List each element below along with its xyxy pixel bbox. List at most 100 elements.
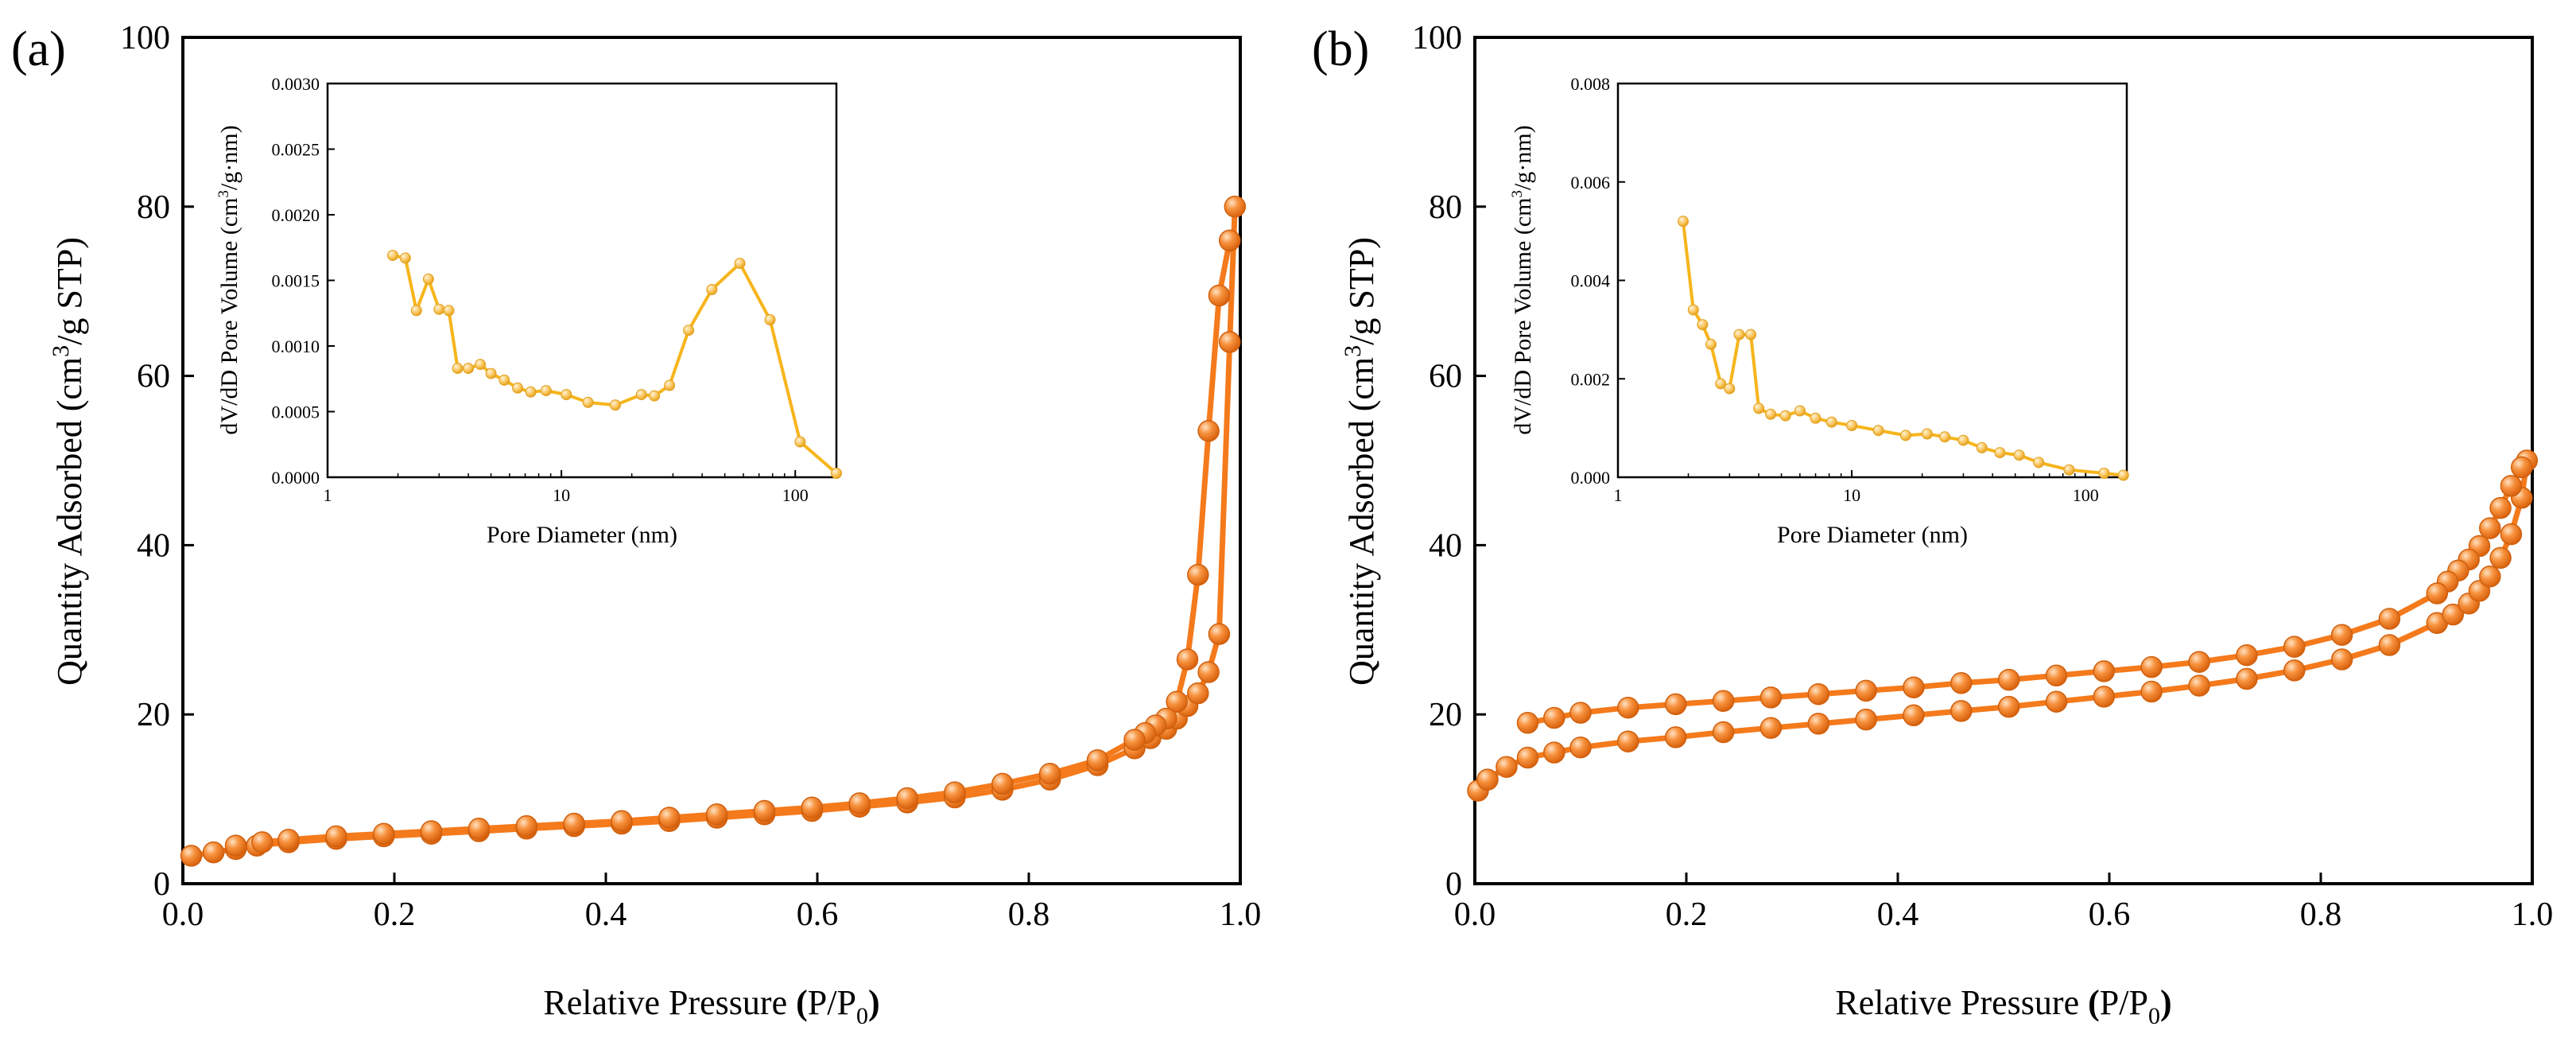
panel-a-y-ticks: 0 20 40 60 80 100: [120, 20, 194, 903]
panel-b-inset-psd-point: [2033, 457, 2045, 468]
panel-a-desorption-point: [251, 831, 274, 853]
panel-a-adsorption-point: [1197, 661, 1220, 683]
panel-b-inset-x-tick-label: 1: [1614, 485, 1623, 505]
panel-b-adsorption-point: [1807, 713, 1830, 735]
panel-a-inset-psd-point: [422, 273, 434, 285]
panel-a-inset-psd-point: [609, 399, 621, 411]
panel-a-inset-psd-point: [635, 389, 647, 401]
panel-b-desorption-point: [1807, 682, 1830, 706]
panel-a-x-axis-sub: 0: [856, 1003, 868, 1029]
panel-b-inset-psd-point: [1724, 383, 1736, 395]
panel-b-inset-y-tick-label: 0.000: [1571, 468, 1611, 488]
panel-b-desorption-point: [2236, 643, 2258, 667]
panel-a-adsorption-point: [1187, 682, 1209, 705]
panel-b-x-axis-paren-close: ): [2160, 983, 2172, 1022]
panel-b-desorption-point: [2283, 636, 2306, 658]
panel-b-inset-psd-point: [1939, 431, 1951, 443]
panel-a-x-axis-paren-open: (: [796, 983, 808, 1022]
panel-a-desorption-point: [1123, 729, 1146, 751]
panel-a-y-axis-label-sup: 3: [48, 345, 74, 357]
panel-b-y-tick-label: 0: [1445, 866, 1462, 903]
panel-a-y-tick-label: 20: [137, 697, 170, 733]
panel-a-desorption-point: [848, 792, 871, 814]
panel-b-inset-x-ticks: 1 10 100: [1614, 470, 2099, 505]
panel-b-inset-y-ticks: 0.000 0.002 0.004 0.006 0.008: [1571, 74, 1625, 488]
panel-a-inset-psd-point: [463, 363, 475, 375]
panel-b-inset-psd-point: [2063, 464, 2075, 476]
panel-b-desorption-point: [1664, 693, 1687, 716]
panel-b-adsorption-point: [1664, 726, 1687, 748]
panel-a-inset-psd-point: [582, 396, 594, 408]
panel-b-inset-psd-point: [1810, 412, 1821, 424]
panel-b-inset-x-axis-label: Pore Diameter (nm): [1777, 522, 1968, 548]
panel-a-inset-y-tick-label: 0.0025: [272, 140, 320, 160]
panel-b-desorption-point: [1712, 690, 1735, 712]
panel-b-inset-psd-point: [1765, 408, 1777, 420]
panel-b-inset-psd-point: [1715, 378, 1727, 390]
panel-a-y-axis-label-prefix: Quantity Adsorbed (cm: [50, 357, 89, 686]
panel-b-adsorption-point: [1903, 704, 1925, 727]
panel-b-x-tick-label: 1.0: [2512, 896, 2554, 933]
panel-a-desorption-point: [563, 812, 585, 835]
panel-a-inset-psd-point: [452, 363, 464, 375]
panel-b-adsorption-point: [2140, 680, 2163, 703]
panel-b-inset-psd-point: [1733, 329, 1745, 340]
panel-b-adsorption-point: [1997, 695, 2020, 718]
panel-b-y-tick-label: 20: [1429, 697, 1462, 733]
panel-b-series: [1467, 449, 2539, 802]
panel-a-desorption-point: [1166, 690, 1188, 713]
panel-a-desorption-point: [944, 781, 966, 803]
panel-b-inset-psd-point: [1705, 338, 1717, 350]
panel-a-series: [180, 196, 1247, 867]
panel-a-inset: 1 10 100 0.00000.00050.00100.00150.00200.0…: [215, 74, 842, 548]
panel-a-inset-y-axis-label-suffix: /g·nm): [216, 125, 242, 190]
panel-a-adsorption-point: [202, 841, 225, 864]
panel-b-x-tick-label: 0.6: [2089, 896, 2131, 933]
panel-a-inset-psd-point: [475, 359, 487, 371]
panel-a-inset-psd-point: [485, 367, 497, 379]
panel-b-desorption-point: [1903, 676, 1925, 698]
panel-a-x-tick-label: 0.8: [1008, 896, 1050, 933]
panel-b-x-axis-label: Relative Pressure (P/P0): [1835, 983, 2171, 1029]
panel-b-desorption-point: [2140, 655, 2163, 678]
panel-a-desorption-point: [658, 807, 681, 829]
panel-b-inset-psd-point: [1846, 420, 1858, 431]
panel-a-desorption-point: [467, 818, 491, 840]
panel-b-inset-y-tick-label: 0.002: [1571, 369, 1611, 389]
panel-b-x-tick-label: 0.8: [2300, 896, 2342, 933]
panel-a-x-tick-label: 1.0: [1220, 896, 1262, 933]
panel-b-adsorption-point: [2442, 603, 2465, 626]
panel-b-y-tick-label: 60: [1429, 359, 1462, 395]
panel-b-y-ticks: 0 20 40 60 80 100: [1412, 20, 1486, 903]
panel-a-inset-psd-point: [764, 314, 776, 325]
panel-b-inset-y-axis-label-sup: 3: [1509, 190, 1526, 198]
panel-b-desorption-point: [1569, 702, 1592, 724]
panel-a-inset-psd-point: [399, 252, 411, 264]
panel-a-inset-psd-point: [410, 305, 422, 317]
panel-a-adsorption-point: [1218, 331, 1241, 353]
panel-a-x-tick-label: 0.0: [162, 896, 204, 933]
panel-b-y-tick-label: 40: [1429, 527, 1462, 564]
panel-a-adsorption-point: [1208, 623, 1231, 645]
panel-a-inset-x-axis-label: Pore Diameter (nm): [487, 522, 677, 548]
panel-b-inset-psd-point: [1794, 405, 1806, 417]
panel-a-y-axis-label: Quantity Adsorbed (cm3/g STP): [48, 237, 89, 686]
panel-b-inset-y-tick-label: 0.008: [1571, 74, 1611, 94]
panel-b-x-axis-label-text: Relative Pressure: [1835, 983, 2088, 1022]
panel-a-inset-x-tick-label: 100: [782, 485, 809, 505]
panel-a-inset-x-tick-label: 1: [324, 485, 332, 505]
panel-b-adsorption-point: [1950, 700, 1973, 722]
panel-b-y-axis-label-suffix: /g STP): [1342, 237, 1381, 345]
panel-a-x-tick-label: 0.2: [374, 896, 416, 933]
panel-a-x-tick-label: 0.4: [585, 896, 627, 933]
panel-a-desorption-point: [1176, 648, 1199, 671]
panel-a-adsorption-point: [1224, 196, 1247, 218]
panel-a-y-tick-label: 80: [137, 189, 170, 226]
panel-b-y-tick-label: 80: [1429, 189, 1462, 226]
panel-b-label: (b): [1312, 22, 1369, 76]
panel-b-adsorption-point: [2236, 667, 2258, 690]
panel-b-desorption-point: [1997, 668, 2020, 691]
panel-b-adsorption-point: [2188, 675, 2210, 697]
panel-a-desorption-point: [991, 772, 1014, 795]
